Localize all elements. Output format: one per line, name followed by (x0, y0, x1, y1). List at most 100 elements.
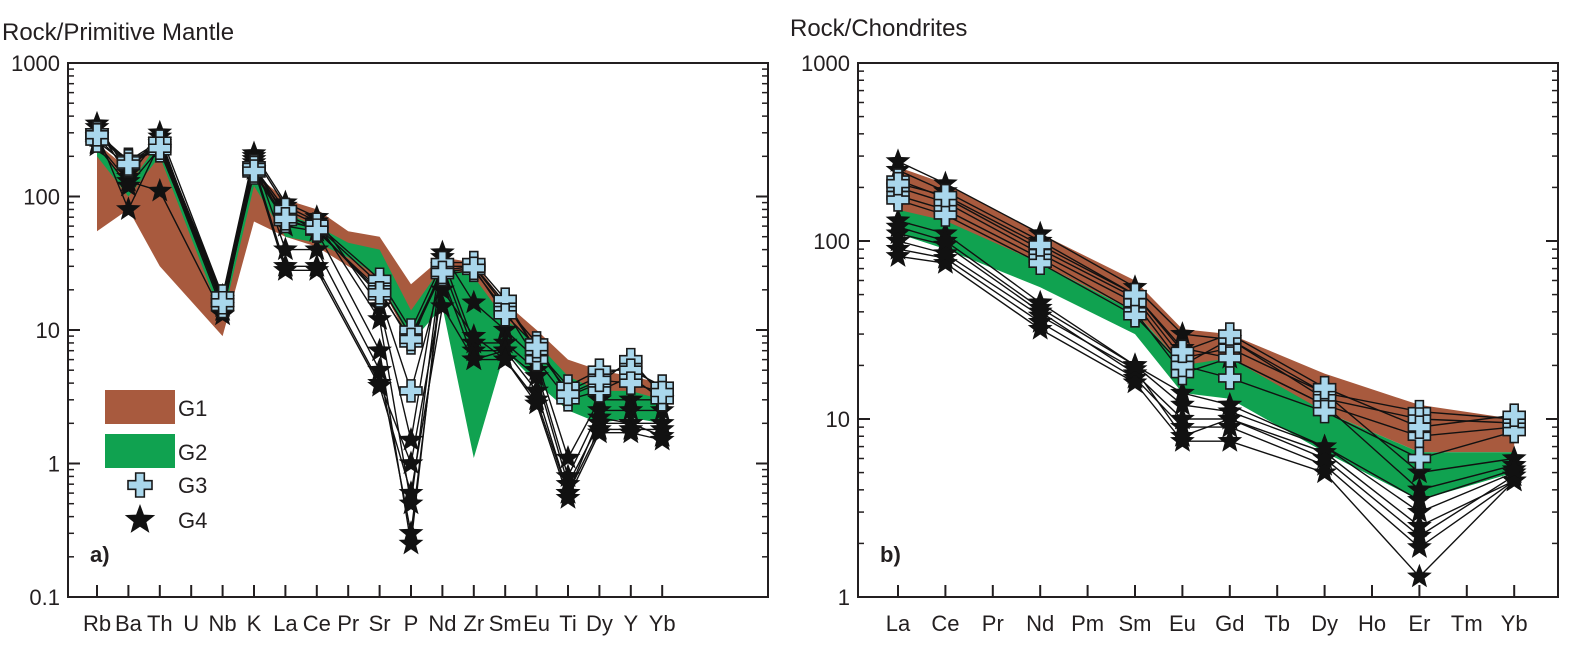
x-tick-label: Dy (1311, 611, 1338, 636)
point-g3 (1218, 322, 1242, 346)
x-tick-label: Sm (489, 611, 522, 636)
point-g4 (398, 520, 424, 544)
point-g4 (933, 250, 958, 274)
x-tick-label: Nd (428, 611, 456, 636)
point-g4 (1170, 321, 1195, 345)
point-g3 (367, 280, 392, 305)
point-g3 (1312, 399, 1337, 424)
x-tick-label: Sm (1119, 611, 1152, 636)
point-g4 (1217, 428, 1243, 452)
point-g4 (273, 236, 298, 261)
point-g4 (492, 346, 518, 371)
cross-icon (127, 472, 153, 498)
x-tick-label: Yb (1501, 611, 1528, 636)
point-g3 (1407, 415, 1432, 439)
legend-g1-swatch (105, 390, 175, 424)
point-g4 (367, 373, 392, 397)
point-g3 (886, 188, 910, 212)
point-g4 (587, 404, 612, 429)
point-g3 (1123, 303, 1147, 328)
legend-g1-label: G1 (178, 396, 207, 421)
point-g4 (1027, 316, 1053, 340)
x-tick-label: Nb (209, 611, 237, 636)
point-g4 (116, 196, 141, 220)
panel-b: Rock/Chondrites 1000 100 10 1 La Ce Pr Nd Pm Sm Eu… (790, 15, 1559, 636)
point-g4 (398, 490, 424, 515)
point-g4 (304, 236, 330, 261)
x-tick-label: Eu (523, 611, 550, 636)
x-tick-label: Pr (982, 611, 1004, 636)
point-g4 (1501, 456, 1527, 481)
legend-g2-swatch (105, 434, 175, 468)
point-g3 (1170, 339, 1195, 364)
point-g4 (1217, 414, 1243, 438)
point-g4 (430, 276, 455, 301)
point-g4 (649, 427, 675, 451)
point-g4 (367, 306, 392, 330)
legend-g4-label: G4 (178, 508, 207, 533)
point-g3 (399, 327, 423, 352)
panel-b-y-axis-title: Rock/Chondrites (790, 15, 967, 42)
point-g4 (367, 337, 392, 362)
point-g4 (1407, 487, 1432, 511)
point-g3 (1312, 375, 1337, 400)
y-tick-label: 1000 (801, 51, 850, 76)
point-g3 (1028, 251, 1052, 276)
point-g4 (1170, 423, 1195, 447)
point-g3 (933, 183, 958, 208)
x-tick-label: Er (1408, 611, 1430, 636)
point-g4 (367, 357, 392, 381)
legend-g3-label: G3 (178, 473, 207, 498)
point-g4 (1407, 523, 1432, 547)
y-tick-label: 10 (36, 318, 60, 343)
point-g4 (1027, 302, 1053, 327)
x-tick-label: Sr (369, 611, 391, 636)
point-g4 (1217, 406, 1243, 430)
point-g3 (430, 260, 455, 285)
point-g3 (619, 371, 643, 395)
point-g4 (304, 257, 330, 281)
x-tick-label: Ce (303, 611, 331, 636)
point-g4 (885, 243, 911, 267)
x-tick-label: Ho (1358, 611, 1386, 636)
point-g3 (1123, 282, 1147, 307)
x-tick-label: Eu (1169, 611, 1196, 636)
point-g4 (1312, 445, 1337, 469)
point-g4 (555, 485, 581, 509)
y-tick-label: 1000 (11, 51, 60, 76)
point-g4 (398, 480, 424, 504)
y-tick-label: 1 (48, 452, 60, 477)
point-g3 (933, 203, 958, 227)
point-g4 (933, 240, 958, 265)
point-g3 (524, 334, 549, 359)
y-tick-label: 10 (826, 407, 850, 432)
point-g4 (587, 419, 612, 444)
x-tick-label: Tm (1451, 611, 1483, 636)
x-tick-label: Dy (586, 611, 613, 636)
panel-b-letter: b) (880, 542, 901, 567)
point-g4 (1407, 499, 1432, 523)
panel-b-plot-area: 1000 100 10 1 La Ce Pr Nd Pm Sm Eu Gd Tb Dy Ho Er Tm Yb (801, 51, 1559, 636)
point-g4 (524, 363, 549, 387)
x-tick-label: Ce (931, 611, 959, 636)
x-tick-label: Y (623, 611, 638, 636)
point-g4 (1170, 380, 1195, 404)
point-g3 (886, 171, 910, 196)
point-g4 (461, 323, 487, 347)
point-g3 (399, 379, 423, 403)
plot-frame (857, 62, 1559, 598)
point-g3 (1407, 446, 1432, 471)
point-g3 (242, 159, 266, 183)
point-g4 (430, 293, 455, 317)
legend-g3-cross-icon (127, 472, 153, 498)
point-g4 (885, 228, 911, 252)
point-g4 (398, 427, 424, 451)
point-g3 (305, 218, 329, 242)
point-g3 (210, 290, 235, 315)
legend: G1 G2 G3 G4 (105, 390, 207, 533)
point-g3 (587, 368, 612, 393)
x-tick-label: La (273, 611, 298, 636)
point-g4 (1312, 459, 1337, 484)
x-tick-label: Nd (1026, 611, 1054, 636)
point-g4 (492, 317, 518, 341)
